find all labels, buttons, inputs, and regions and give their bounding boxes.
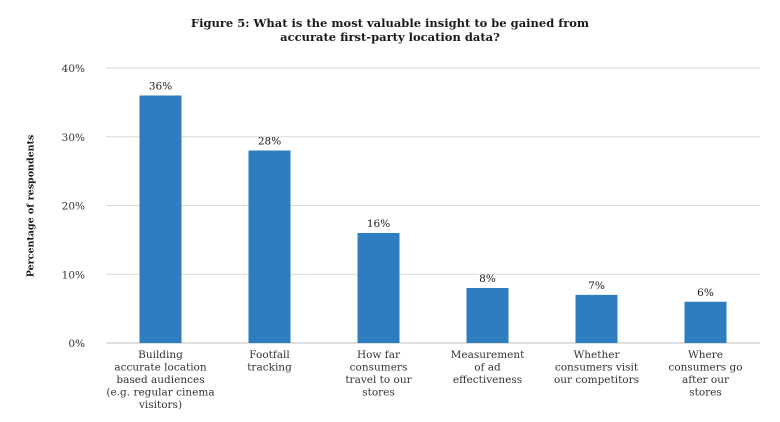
data-label: 8% [479, 273, 496, 285]
data-label: 6% [697, 287, 714, 299]
category-label-line: Where [688, 349, 723, 361]
y-tick-label: 20% [62, 201, 85, 213]
category-label-line: consumers visit [555, 362, 639, 374]
y-tick-label: 0% [68, 338, 85, 350]
category-label: Whether consumers visit our competitors [554, 349, 639, 386]
chart-title-line-2: accurate first-party location data? [280, 30, 500, 44]
category-label-line: travel to our [345, 374, 412, 386]
chart-title: Figure 5: What is the most valuable insi… [0, 16, 780, 44]
data-label: 28% [258, 136, 281, 148]
bar [248, 150, 291, 343]
category-label: Where consumers go after our stores [668, 349, 742, 399]
bar [466, 288, 509, 343]
chart-title-line-1: Figure 5: What is the most valuable insi… [190, 16, 590, 30]
category-label-line: stores [689, 387, 722, 399]
category-label-line: (e.g. regular cinema [106, 387, 214, 399]
y-tick-label: 30% [62, 132, 85, 144]
category-label-line: Building [138, 349, 183, 361]
category-label-line: stores [362, 387, 395, 399]
category-label-line: consumers [350, 362, 408, 374]
category-label-line: effectiveness [453, 374, 522, 386]
bar [357, 233, 400, 343]
category-label-line: How far [357, 349, 401, 361]
data-label: 16% [367, 218, 390, 230]
data-label: 7% [588, 280, 605, 292]
y-tick-label: 10% [62, 269, 85, 281]
category-label-line: tracking [247, 362, 292, 374]
category-label-line: consumers go [668, 362, 742, 374]
category-label: How far consumers travel to our stores [345, 349, 412, 399]
category-label: Building accurate location based audiences… [106, 349, 214, 411]
category-label-line: of ad [474, 362, 501, 374]
category-label-line: after our [682, 374, 730, 386]
category-label-line: based audiences [116, 374, 204, 386]
category-label-line: Footfall [249, 349, 290, 361]
data-label: 36% [149, 81, 172, 93]
category-label-line: Measurement [451, 349, 526, 361]
category-label: Measurement of ad effectiveness [451, 349, 526, 386]
category-label-line: our competitors [554, 374, 639, 386]
bar [575, 294, 618, 343]
bar [684, 301, 727, 343]
category-label: Footfall tracking [247, 349, 292, 374]
category-label-line: Whether [574, 349, 621, 361]
bar [139, 95, 182, 343]
category-label-line: accurate location [114, 362, 207, 374]
y-tick-label: 40% [62, 63, 85, 75]
category-label-line: visitors) [138, 399, 182, 411]
